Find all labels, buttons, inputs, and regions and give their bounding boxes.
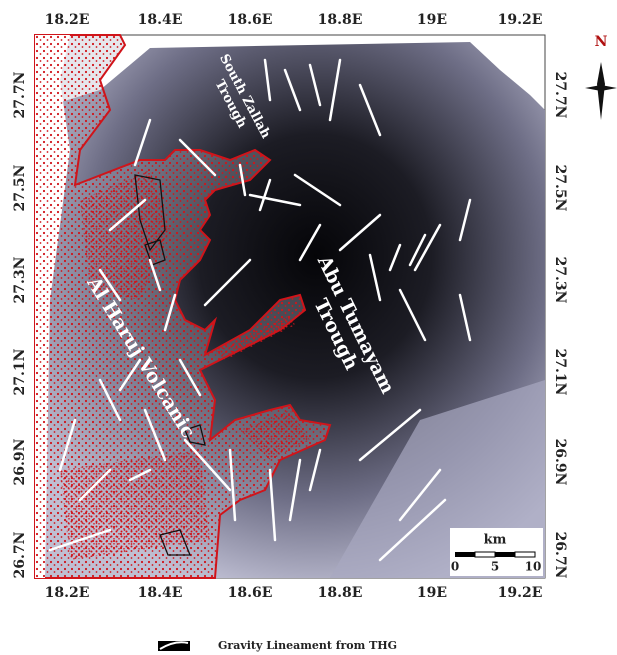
legend: Gravity Lineament from THG: [158, 639, 397, 652]
lon-label-bottom: 18.2E: [45, 585, 90, 601]
lon-label-top: 18.8E: [318, 12, 363, 28]
lat-label-left: 26.7N: [12, 531, 28, 578]
scale-unit: km: [484, 533, 507, 548]
lon-label-top: 18.4E: [138, 12, 183, 28]
lon-label-bottom: 18.8E: [318, 585, 363, 601]
lat-label-right: 27.3N: [552, 257, 568, 304]
scale-segment: [475, 552, 495, 557]
scale-label: 0: [451, 560, 459, 574]
scale-segment: [495, 552, 515, 557]
lat-label-right: 27.7N: [552, 72, 568, 119]
scale-bar: km 0 5 10: [450, 528, 543, 576]
legend-text: Gravity Lineament from THG: [218, 639, 397, 652]
lon-label-bottom: 18.6E: [228, 585, 273, 601]
scale-label: 5: [491, 560, 499, 574]
lat-label-left: 27.5N: [12, 164, 28, 211]
lat-label-right: 27.5N: [552, 165, 568, 212]
scale-label: 10: [525, 560, 542, 574]
lat-label-left: 27.3N: [12, 256, 28, 303]
lat-label-right: 26.9N: [552, 439, 568, 486]
lon-label-bottom: 19E: [417, 585, 447, 601]
lon-label-bottom: 18.4E: [138, 585, 183, 601]
lat-label-left: 27.7N: [12, 71, 28, 118]
north-label: N: [595, 34, 608, 50]
lat-label-left: 26.9N: [12, 438, 28, 485]
scale-segment: [455, 552, 475, 557]
lon-label-top: 19.2E: [498, 12, 543, 28]
map-figure: km 0 5 10 South ZallahTrough Al Haruj Vo…: [0, 0, 617, 655]
scale-segment: [515, 552, 535, 557]
lon-label-top: 19E: [417, 12, 447, 28]
north-arrow: N: [585, 34, 617, 120]
lat-label-right: 27.1N: [552, 349, 568, 396]
lon-label-top: 18.2E: [45, 12, 90, 28]
lat-label-left: 27.1N: [12, 348, 28, 395]
lat-label-right: 26.7N: [552, 532, 568, 579]
compass-ew: [585, 85, 617, 91]
lon-label-top: 18.6E: [228, 12, 273, 28]
lon-label-bottom: 19.2E: [498, 585, 543, 601]
